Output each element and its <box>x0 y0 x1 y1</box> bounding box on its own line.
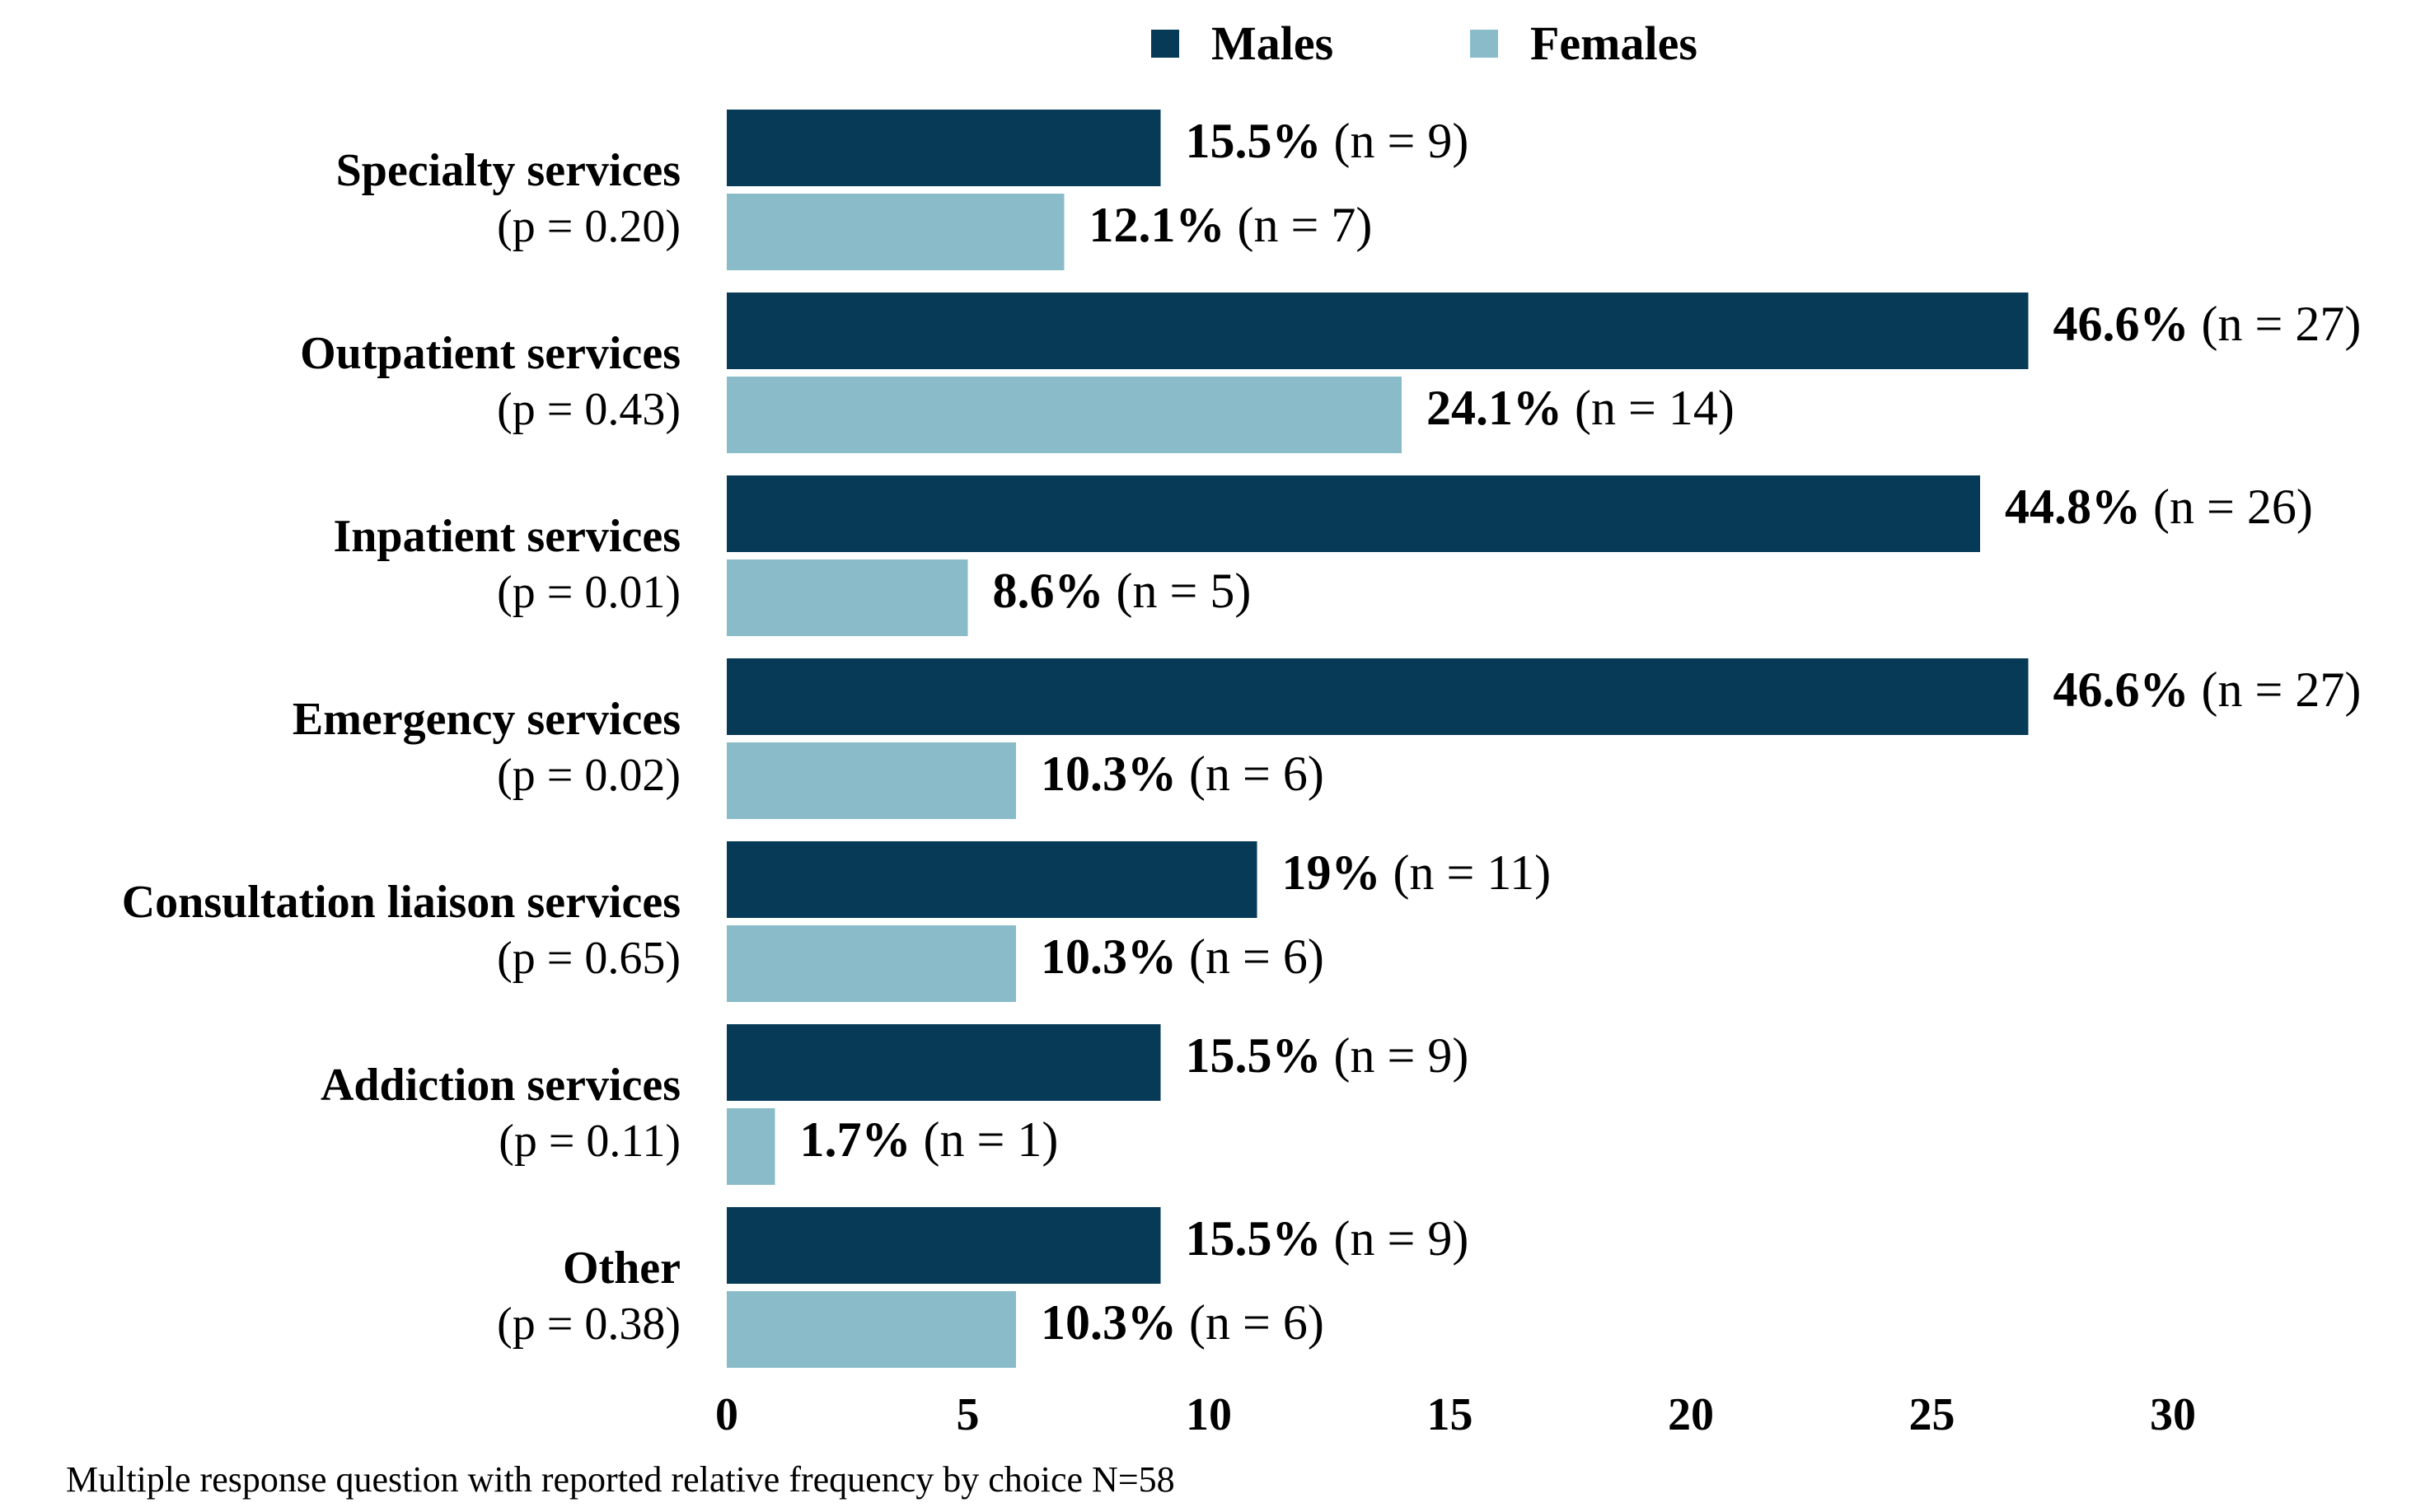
bar-females-other <box>727 1291 1016 1368</box>
bar-males-other <box>727 1207 1161 1284</box>
data-label-males-specialty-services: 15.5% (n = 9) <box>1186 114 1469 168</box>
data-label-pct: 15.5% <box>1186 1211 1322 1266</box>
data-label-pct: 19% <box>1282 845 1381 900</box>
legend-swatch-males <box>1151 30 1179 58</box>
data-label-pct: 8.6% <box>993 564 1104 618</box>
bar-males-consultation-liaison-services <box>727 841 1257 918</box>
legend-swatch-females <box>1470 30 1498 58</box>
bar-males-emergency-services <box>727 658 2029 735</box>
x-tick-label-0: 0 <box>715 1389 738 1440</box>
data-label-n: (n = 7) <box>1225 198 1373 252</box>
data-label-pct: 15.5% <box>1186 1028 1322 1083</box>
data-label-pct: 10.3% <box>1041 929 1177 984</box>
p-value-label-outpatient-services: (p = 0.43) <box>497 384 681 435</box>
data-label-n: (n = 6) <box>1177 929 1324 984</box>
data-label-n: (n = 11) <box>1381 845 1552 900</box>
data-label-pct: 44.8% <box>2005 480 2141 534</box>
category-label-emergency-services: Emergency services <box>293 694 681 745</box>
p-value-label-consultation-liaison-services: (p = 0.65) <box>497 933 681 984</box>
legend-label-males: Males <box>1211 16 1333 70</box>
category-label-specialty-services: Specialty services <box>336 145 681 196</box>
category-label-outpatient-services: Outpatient services <box>300 328 681 379</box>
data-label-n: (n = 27) <box>2189 662 2362 717</box>
x-tick-label-15: 15 <box>1427 1389 1473 1440</box>
data-label-males-addiction-services: 15.5% (n = 9) <box>1186 1028 1469 1083</box>
category-labels: Specialty services(p = 0.20) Outpatient s… <box>122 145 681 1350</box>
x-tick-label-25: 25 <box>1909 1389 1955 1440</box>
bar-females-addiction-services <box>727 1108 775 1185</box>
bar-males-inpatient-services <box>727 475 1980 552</box>
value-labels: 15.5% (n = 9) 12.1% (n = 7) 46.6% (n = 27)… <box>800 114 2362 1350</box>
legend: Males Females <box>1151 16 1697 70</box>
footnote: Multiple response question with reported… <box>66 1459 1175 1500</box>
data-label-females-addiction-services: 1.7% (n = 1) <box>800 1112 1059 1167</box>
x-tick-label-10: 10 <box>1186 1389 1232 1440</box>
data-label-females-emergency-services: 10.3% (n = 6) <box>1041 747 1324 801</box>
bar-females-inpatient-services <box>727 559 968 636</box>
data-label-males-inpatient-services: 44.8% (n = 26) <box>2005 480 2313 534</box>
bar-males-specialty-services <box>727 110 1161 186</box>
data-label-n: (n = 5) <box>1104 564 1252 618</box>
bar-females-outpatient-services <box>727 377 1402 453</box>
data-label-males-outpatient-services: 46.6% (n = 27) <box>2053 297 2362 351</box>
data-label-pct: 10.3% <box>1041 747 1177 801</box>
legend-label-females: Females <box>1530 16 1697 70</box>
p-value-label-inpatient-services: (p = 0.01) <box>497 567 681 618</box>
bar-males-addiction-services <box>727 1024 1161 1101</box>
p-value-label-emergency-services: (p = 0.02) <box>497 750 681 801</box>
data-label-pct: 15.5% <box>1186 114 1322 168</box>
category-label-addiction-services: Addiction services <box>321 1060 681 1111</box>
data-label-pct: 1.7% <box>800 1112 911 1167</box>
data-label-pct: 46.6% <box>2053 662 2189 717</box>
data-label-females-outpatient-services: 24.1% (n = 14) <box>1426 381 1735 435</box>
data-label-males-consultation-liaison-services: 19% (n = 11) <box>1282 845 1552 900</box>
data-label-pct: 10.3% <box>1041 1295 1177 1350</box>
bars <box>727 110 2029 1368</box>
data-label-females-inpatient-services: 8.6% (n = 5) <box>993 564 1252 618</box>
data-label-females-specialty-services: 12.1% (n = 7) <box>1089 198 1373 252</box>
data-label-n: (n = 9) <box>1322 114 1469 168</box>
data-label-n: (n = 14) <box>1562 381 1735 435</box>
data-label-n: (n = 27) <box>2189 297 2362 351</box>
x-tick-label-5: 5 <box>957 1389 980 1440</box>
data-label-n: (n = 6) <box>1177 1295 1324 1350</box>
bar-females-consultation-liaison-services <box>727 925 1016 1002</box>
p-value-label-addiction-services: (p = 0.11) <box>499 1116 681 1167</box>
data-label-n: (n = 6) <box>1177 747 1324 801</box>
data-label-n: (n = 9) <box>1322 1211 1469 1266</box>
bar-females-specialty-services <box>727 194 1065 270</box>
data-label-pct: 24.1% <box>1426 381 1562 435</box>
x-tick-label-30: 30 <box>2150 1389 2196 1440</box>
x-tick-label-20: 20 <box>1668 1389 1714 1440</box>
data-label-n: (n = 1) <box>911 1112 1059 1167</box>
category-label-consultation-liaison-services: Consultation liaison services <box>122 877 681 928</box>
p-value-label-specialty-services: (p = 0.20) <box>497 201 681 252</box>
data-label-females-other: 10.3% (n = 6) <box>1041 1295 1324 1350</box>
data-label-pct: 12.1% <box>1089 198 1225 252</box>
data-label-females-consultation-liaison-services: 10.3% (n = 6) <box>1041 929 1324 984</box>
data-label-males-emergency-services: 46.6% (n = 27) <box>2053 662 2362 717</box>
bar-females-emergency-services <box>727 742 1016 819</box>
bar-males-outpatient-services <box>727 293 2029 369</box>
data-label-n: (n = 26) <box>2141 480 2313 534</box>
data-label-n: (n = 9) <box>1322 1028 1469 1083</box>
p-value-label-other: (p = 0.38) <box>497 1299 681 1350</box>
category-label-other: Other <box>563 1243 681 1294</box>
data-label-pct: 46.6% <box>2053 297 2189 351</box>
data-label-males-other: 15.5% (n = 9) <box>1186 1211 1469 1266</box>
x-axis: 0 5 10 15 20 25 30 <box>715 1389 2196 1440</box>
category-label-inpatient-services: Inpatient services <box>333 511 681 562</box>
